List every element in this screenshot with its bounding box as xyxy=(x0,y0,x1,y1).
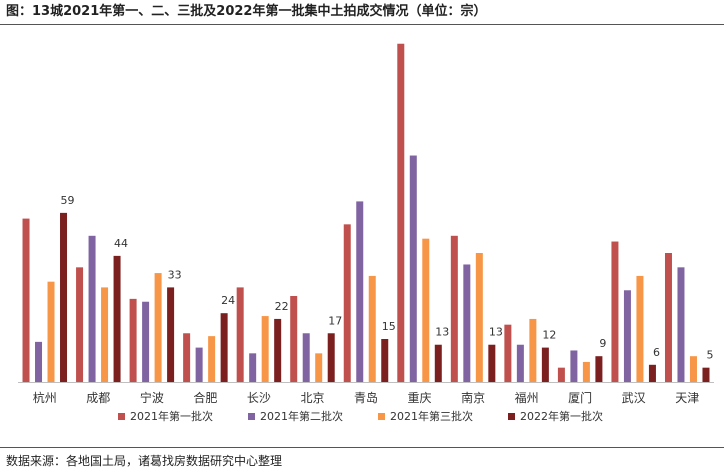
title-divider xyxy=(0,24,724,25)
bar-厦门-series-2 xyxy=(570,350,578,382)
data-label-北京: 17 xyxy=(328,314,342,327)
bar-天津-series-3 xyxy=(689,356,697,382)
bar-成都-series-2 xyxy=(88,235,96,382)
data-labels-layer: 59 44 33 24 22 17 15 13 13 12 9 6 5 xyxy=(61,194,714,362)
data-label-青岛: 15 xyxy=(382,320,396,333)
x-tick-label-武汉: 武汉 xyxy=(622,391,646,405)
bar-重庆-series-3 xyxy=(422,238,430,382)
bar-天津-series-4 xyxy=(702,367,710,382)
data-label-长沙: 22 xyxy=(275,300,289,313)
bar-宁波-series-4 xyxy=(167,287,175,382)
bar-宁波-series-1 xyxy=(129,298,137,382)
data-label-成都: 44 xyxy=(114,237,128,250)
bar-宁波-series-3 xyxy=(154,273,162,382)
bar-北京-series-4 xyxy=(327,333,335,382)
bar-成都-series-4 xyxy=(113,255,121,382)
bar-福州-series-2 xyxy=(516,344,524,382)
data-label-天津: 5 xyxy=(706,349,713,362)
x-tick-label-青岛: 青岛 xyxy=(354,390,378,405)
x-tick-label-宁波: 宁波 xyxy=(140,390,164,405)
x-tick-label-长沙: 长沙 xyxy=(247,391,271,405)
bar-厦门-series-1 xyxy=(557,367,565,382)
bar-成都-series-1 xyxy=(76,267,84,382)
bar-武汉-series-2 xyxy=(623,290,631,382)
bar-重庆-series-1 xyxy=(397,43,405,382)
data-label-合肥: 24 xyxy=(221,294,235,307)
chart-title: 图：13城2021年第一、二、三批及2022年第一批集中土拍成交情况（单位：宗） xyxy=(6,4,487,19)
x-tick-label-天津: 天津 xyxy=(675,391,699,405)
bars-layer xyxy=(22,43,710,382)
legend-label-3: 2021年第三批次 xyxy=(390,409,473,423)
bar-长沙-series-3 xyxy=(261,316,269,382)
legend-label-4: 2022年第一批次 xyxy=(520,409,603,423)
data-label-南京: 13 xyxy=(489,326,503,339)
bar-武汉-series-3 xyxy=(636,275,644,382)
bar-武汉-series-4 xyxy=(648,364,656,382)
x-tick-label-杭州: 杭州 xyxy=(33,390,57,405)
x-tick-label-福州: 福州 xyxy=(515,390,539,405)
bar-长沙-series-4 xyxy=(274,318,282,382)
bar-长沙-series-1 xyxy=(236,287,244,382)
x-tick-label-北京: 北京 xyxy=(300,391,324,405)
data-label-宁波: 33 xyxy=(168,268,182,281)
bar-成都-series-3 xyxy=(101,287,109,382)
bar-青岛-series-3 xyxy=(368,275,376,382)
bar-宁波-series-2 xyxy=(142,301,150,382)
bar-青岛-series-2 xyxy=(356,201,364,382)
bar-合肥-series-1 xyxy=(183,333,191,382)
bar-南京-series-4 xyxy=(488,344,496,382)
x-tick-labels: 杭州 成都 宁波 合肥 长沙 北京 青岛 重庆 南京 福州 厦门 武汉 天津 xyxy=(33,390,699,405)
bar-重庆-series-2 xyxy=(409,155,417,382)
legend-swatch-1 xyxy=(118,413,125,420)
bar-厦门-series-4 xyxy=(595,356,603,382)
bar-杭州-series-2 xyxy=(35,341,43,382)
legend-swatch-2 xyxy=(248,413,255,420)
bar-北京-series-3 xyxy=(315,353,323,382)
data-label-厦门: 9 xyxy=(599,337,606,350)
bar-青岛-series-4 xyxy=(381,339,389,382)
bar-重庆-series-4 xyxy=(434,344,442,382)
bar-福州-series-1 xyxy=(504,324,512,382)
bar-合肥-series-2 xyxy=(195,347,203,382)
x-tick-label-南京: 南京 xyxy=(461,390,485,405)
legend-swatch-3 xyxy=(378,413,385,420)
legend-swatch-4 xyxy=(508,413,515,420)
bar-杭州-series-1 xyxy=(22,218,30,382)
source-note: 数据来源：各地国土局，诸葛找房数据研究中心整理 xyxy=(6,454,283,468)
bar-福州-series-4 xyxy=(541,347,549,382)
bar-长沙-series-2 xyxy=(249,353,257,382)
x-tick-label-成都: 成都 xyxy=(86,391,110,405)
bar-厦门-series-3 xyxy=(582,361,590,382)
bar-天津-series-2 xyxy=(677,267,685,382)
data-label-重庆: 13 xyxy=(435,326,449,339)
bar-chart: 59 44 33 24 22 17 15 13 13 12 9 6 5 杭州 成都 宁波 合肥 长沙 北京 青岛 重庆… xyxy=(18,43,714,423)
bar-南京-series-2 xyxy=(463,264,471,382)
legend: 2021年第一批次 2021年第二批次 2021年第三批次 2022年第一批次 xyxy=(118,409,603,423)
bar-北京-series-2 xyxy=(302,333,310,382)
bar-杭州-series-3 xyxy=(47,281,55,382)
bar-合肥-series-3 xyxy=(208,336,216,382)
bar-天津-series-1 xyxy=(664,253,672,382)
chart-area: 59 44 33 24 22 17 15 13 13 12 9 6 5 杭州 成都 宁波 合肥 长沙 北京 青岛 重庆… xyxy=(0,26,724,446)
x-tick-label-重庆: 重庆 xyxy=(408,391,432,405)
data-label-福州: 12 xyxy=(542,329,556,342)
legend-label-2: 2021年第二批次 xyxy=(260,409,343,423)
x-tick-label-厦门: 厦门 xyxy=(568,390,592,405)
bar-南京-series-3 xyxy=(475,253,483,382)
data-label-杭州: 59 xyxy=(61,194,75,207)
bar-北京-series-1 xyxy=(290,296,298,382)
bar-杭州-series-4 xyxy=(60,212,68,382)
x-tick-label-合肥: 合肥 xyxy=(193,390,217,405)
data-label-武汉: 6 xyxy=(653,346,660,359)
bar-武汉-series-1 xyxy=(611,241,619,382)
bar-青岛-series-1 xyxy=(343,224,351,382)
bar-南京-series-1 xyxy=(450,235,458,382)
bar-合肥-series-4 xyxy=(220,313,228,382)
legend-label-1: 2021年第一批次 xyxy=(130,409,213,423)
bar-福州-series-3 xyxy=(529,318,537,382)
source-divider xyxy=(0,447,724,448)
